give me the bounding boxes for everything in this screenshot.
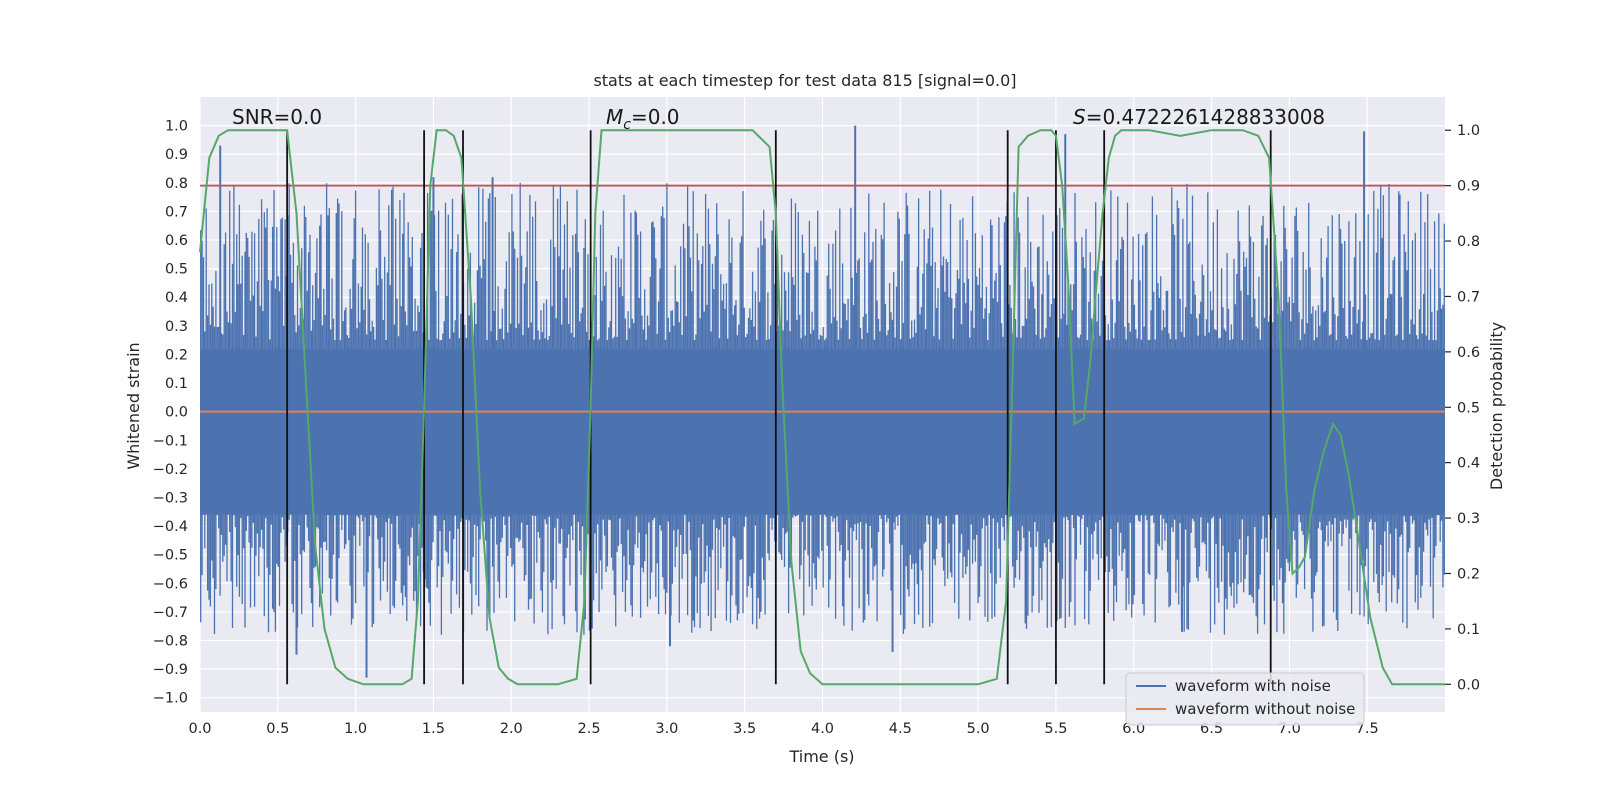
y2-tick-label-3: 0.7 [1457,289,1480,305]
y2-tick-label-1: 0.9 [1457,179,1480,195]
y-tick-label-13: −0.3 [153,490,188,506]
y-tick-label-11: −0.1 [153,433,188,449]
x-tick-label-6: 3.0 [655,721,678,737]
noise-trace [200,182,1445,635]
y2-tick-label-9: 0.1 [1457,622,1480,638]
chart-title: stats at each timestep for test data 815… [593,71,1016,90]
y2-tick-label-5: 0.5 [1457,400,1480,416]
y-tick-label-0: 1.0 [165,119,188,135]
y-axis-ticks: 1.0 0.9 0.8 0.7 0.6 0.5 0.4 0.3 0.2 0.1 0.0 −0.1 −0.… [153,119,188,707]
y2-tick-label-0: 1.0 [1457,123,1480,139]
legend-label-noise: waveform with noise [1175,677,1331,695]
y-tick-label-6: 0.4 [165,290,188,306]
y-tick-label-8: 0.2 [165,347,188,363]
x-tick-label-10: 5.0 [967,721,990,737]
y-tick-label-17: −0.7 [153,605,188,621]
legend-label-clean: waveform without noise [1175,700,1355,718]
x-tick-label-5: 2.5 [578,721,601,737]
chirp-mass-annotation: Mc=0.0 [606,105,680,133]
y-tick-label-19: −0.9 [153,662,188,678]
score-annotation: S=0.4722261428833008 [1073,105,1325,129]
y2-tick-label-6: 0.4 [1457,456,1480,472]
y-tick-label-2: 0.8 [165,176,188,192]
waveform-with-noise-series [200,125,1445,678]
snr-annotation: SNR=0.0 [232,105,322,129]
y-tick-label-5: 0.5 [165,262,188,278]
x-tick-label-3: 1.5 [422,721,445,737]
y-tick-label-3: 0.7 [165,204,188,220]
y-tick-label-12: −0.2 [153,462,188,478]
detection-probability-series [199,129,1445,686]
x-tick-label-2: 1.0 [344,721,367,737]
x-axis-ticks: 0.0 0.5 1.0 1.5 2.0 2.5 3.0 3.5 4.0 4.5 5.0 5.5 6.0 6… [188,721,1378,737]
x-tick-label-4: 2.0 [500,721,523,737]
y-axis-label: Whitened strain [124,342,143,469]
y-tick-label-9: 0.1 [165,376,188,392]
noise-core-band [200,348,1445,515]
y2-tick-label-10: 0.0 [1457,677,1480,693]
detection-probability-line [199,129,1445,686]
y-tick-label-14: −0.4 [153,519,188,535]
x-tick-label-8: 4.0 [811,721,834,737]
x-tick-label-1: 0.5 [266,721,289,737]
y-tick-label-18: −0.8 [153,633,188,649]
y-tick-label-1: 0.9 [165,147,188,163]
y2-tick-label-4: 0.6 [1457,345,1480,361]
lines-layer [200,184,1445,413]
y-tick-label-4: 0.6 [165,233,188,249]
y-tick-label-15: −0.5 [153,548,188,564]
y2-axis-ticks: 1.0 0.9 0.8 0.7 0.6 0.5 0.4 0.3 0.2 0.1 0.0 [1445,123,1480,693]
y2-axis-label: Detection probability [1487,322,1506,490]
y2-tick-label-2: 0.8 [1457,234,1480,250]
x-axis-label: Time (s) [788,747,854,766]
x-tick-label-7: 3.5 [733,721,756,737]
legend-box [1125,672,1365,726]
x-tick-label-0: 0.0 [188,721,211,737]
y-tick-label-16: −0.6 [153,576,188,592]
y2-tick-label-7: 0.3 [1457,511,1480,527]
y2-tick-label-8: 0.2 [1457,566,1480,582]
y-tick-label-7: 0.3 [165,319,188,335]
x-tick-label-9: 4.5 [889,721,912,737]
y-tick-label-10: 0.0 [165,405,188,421]
x-tick-label-11: 5.5 [1044,721,1067,737]
y-tick-label-20: −1.0 [153,691,188,707]
legend: waveform with noise waveform without noi… [1125,672,1365,726]
